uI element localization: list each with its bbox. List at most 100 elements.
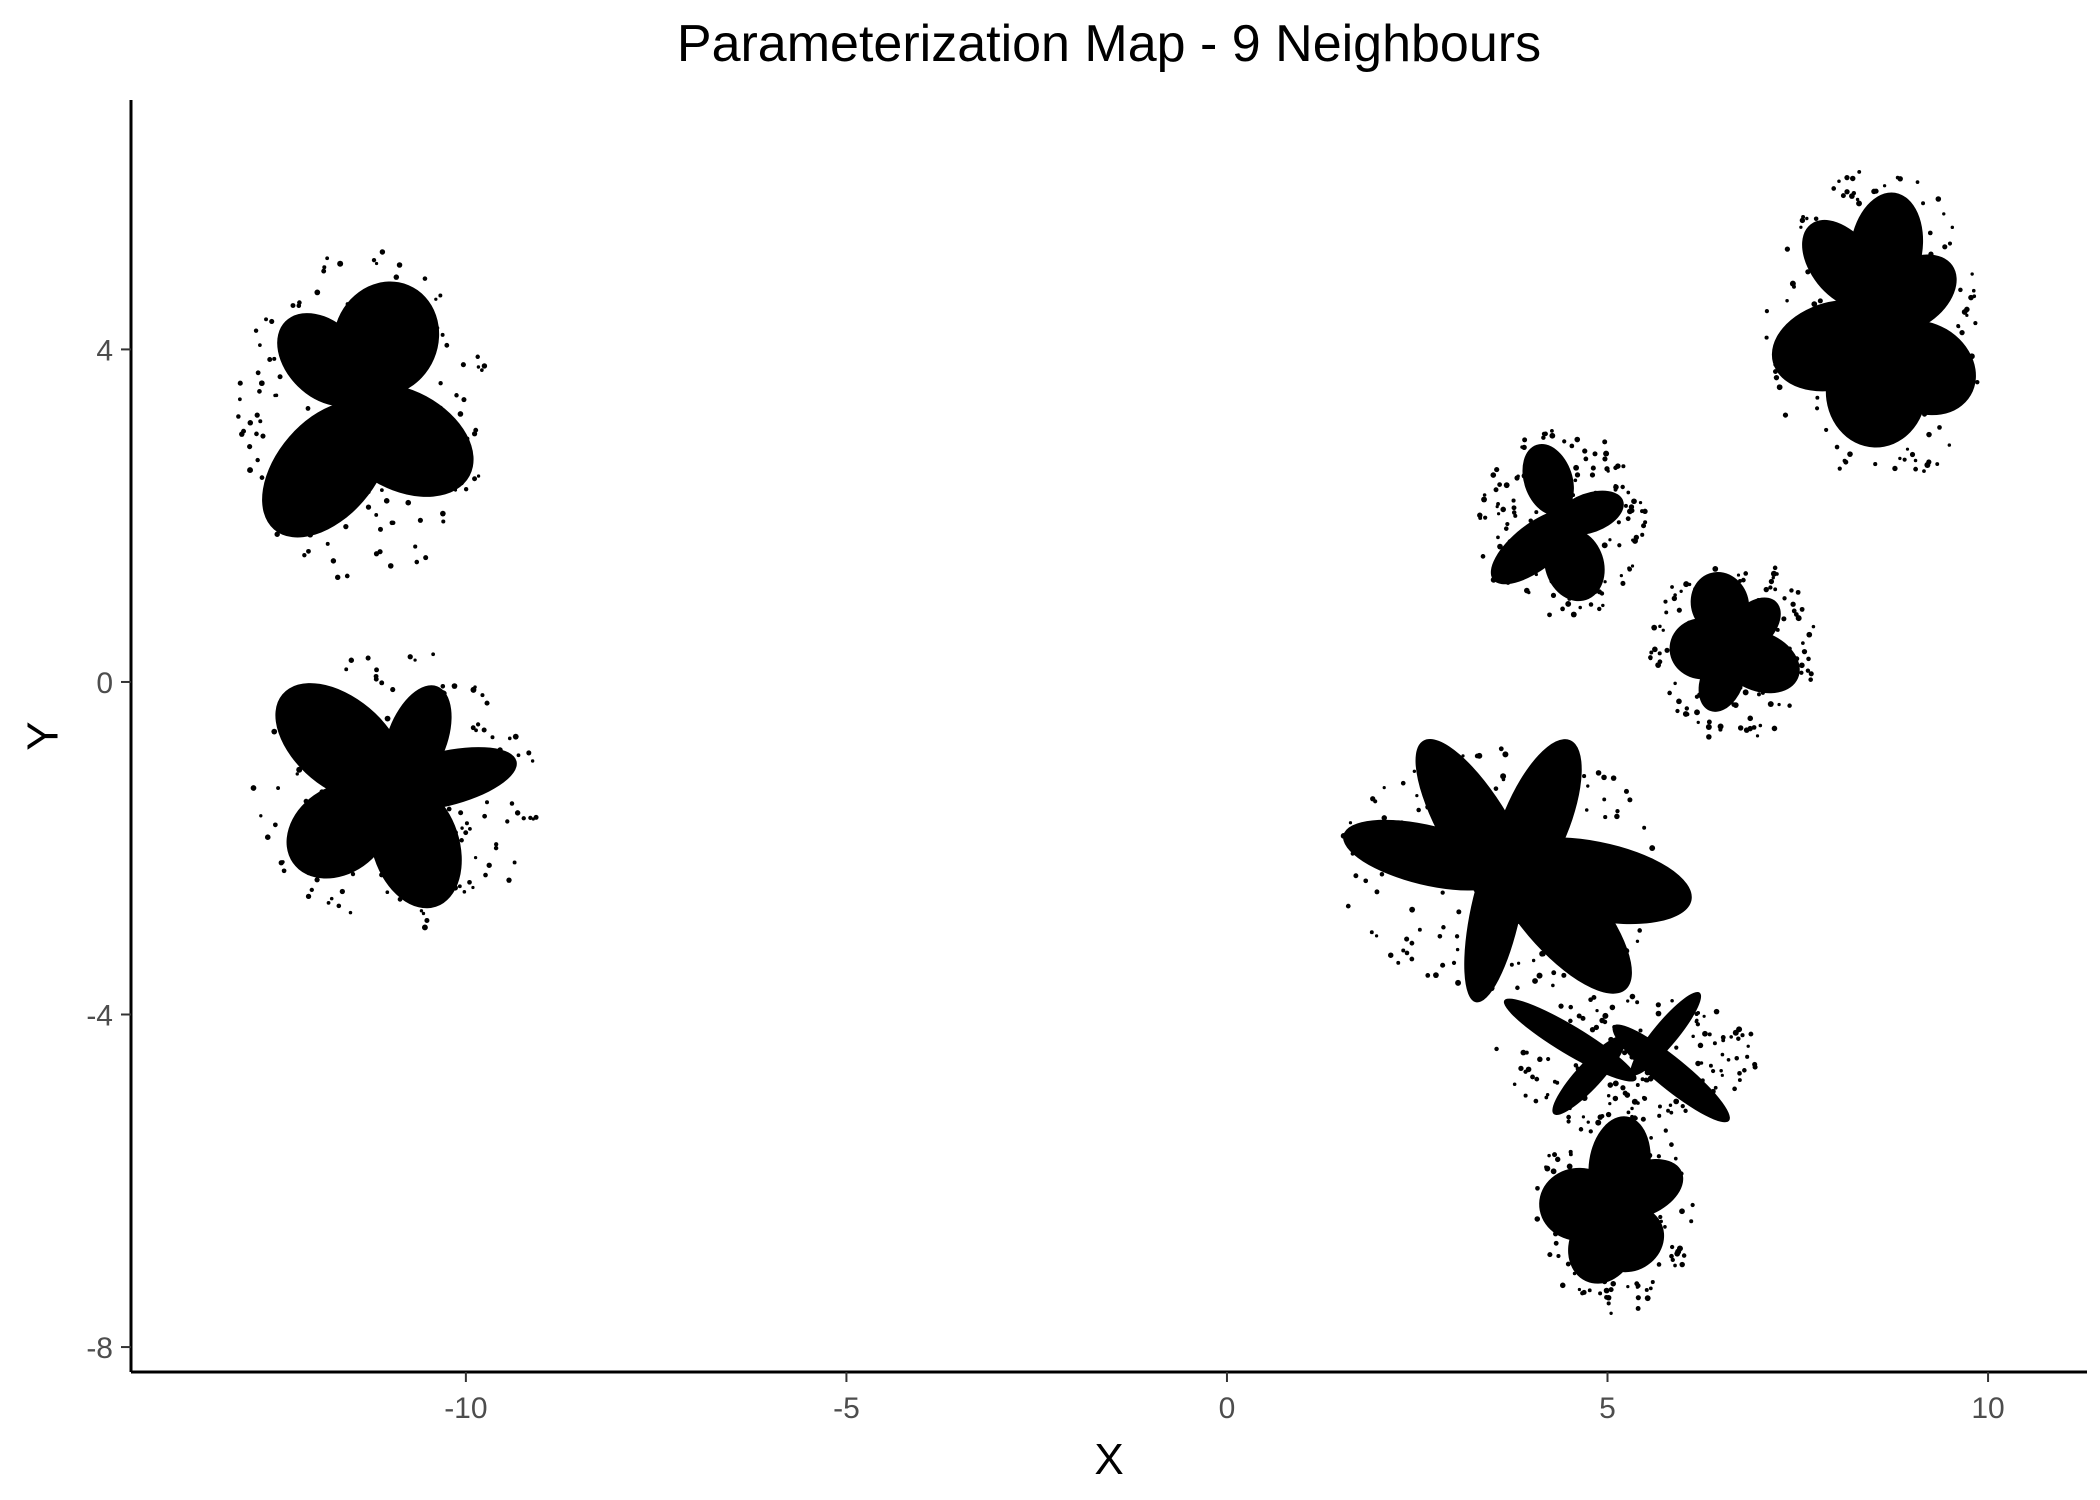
data-point xyxy=(1589,864,1595,870)
data-point xyxy=(1863,335,1868,339)
data-point xyxy=(1840,193,1846,199)
data-point xyxy=(1587,879,1593,885)
data-point xyxy=(411,752,416,757)
data-point xyxy=(1805,269,1811,275)
leaf-lobe xyxy=(1690,572,1750,637)
data-point xyxy=(1755,611,1760,616)
data-point xyxy=(481,727,487,733)
data-point xyxy=(407,797,411,802)
data-point xyxy=(1473,888,1478,892)
data-point xyxy=(1743,674,1750,681)
data-point xyxy=(1588,1129,1593,1134)
data-point xyxy=(441,519,446,524)
data-point xyxy=(1846,293,1852,299)
data-point xyxy=(1702,1014,1706,1018)
data-point xyxy=(1582,496,1587,501)
data-point xyxy=(454,393,459,398)
data-point xyxy=(350,871,356,877)
data-point xyxy=(384,715,391,722)
data-point xyxy=(1827,402,1833,408)
data-point xyxy=(1799,217,1806,224)
data-point xyxy=(1392,820,1396,824)
data-point xyxy=(1909,414,1916,420)
data-point xyxy=(1771,576,1775,580)
data-point xyxy=(309,887,314,893)
data-point xyxy=(1605,1164,1611,1170)
data-point xyxy=(1640,1154,1646,1160)
data-point xyxy=(440,332,445,337)
data-point xyxy=(1617,504,1624,510)
data-point xyxy=(1741,577,1746,583)
data-point xyxy=(340,461,345,466)
data-point xyxy=(1598,1066,1603,1071)
data-point xyxy=(1558,455,1563,460)
data-point xyxy=(1707,625,1712,630)
data-point xyxy=(1595,1119,1602,1126)
data-point xyxy=(1869,372,1876,379)
data-point xyxy=(1544,496,1548,500)
data-point xyxy=(1643,520,1648,525)
data-point xyxy=(1493,786,1499,791)
data-point xyxy=(352,805,358,811)
data-point xyxy=(1756,627,1763,634)
data-point xyxy=(355,734,362,741)
data-point xyxy=(354,789,361,796)
data-point xyxy=(371,257,377,263)
data-point xyxy=(1582,1266,1588,1272)
data-point xyxy=(480,368,484,372)
data-point xyxy=(506,877,512,883)
data-point xyxy=(464,436,470,442)
data-point xyxy=(1616,1201,1622,1207)
data-point xyxy=(253,328,259,333)
data-point xyxy=(1559,907,1565,913)
data-point xyxy=(1673,1098,1680,1105)
data-point xyxy=(314,755,319,760)
data-point xyxy=(303,798,309,804)
data-point xyxy=(296,337,303,343)
data-point xyxy=(1756,598,1761,602)
data-point xyxy=(1595,1008,1599,1013)
data-point xyxy=(1769,607,1775,613)
data-point xyxy=(381,868,386,873)
data-point xyxy=(1673,681,1677,686)
data-point xyxy=(1578,605,1582,610)
data-point xyxy=(453,830,458,835)
data-point xyxy=(1703,672,1708,676)
data-point xyxy=(347,789,351,793)
data-point xyxy=(1591,575,1597,581)
data-point xyxy=(476,474,481,478)
data-point xyxy=(398,747,403,751)
data-point xyxy=(379,249,386,255)
data-point xyxy=(512,860,517,865)
data-point xyxy=(1425,804,1431,810)
data-point xyxy=(1968,294,1974,301)
data-point xyxy=(1922,469,1926,473)
data-point xyxy=(1594,1190,1601,1197)
data-point xyxy=(435,326,440,330)
data-point xyxy=(1882,184,1887,188)
data-point xyxy=(1379,871,1385,877)
data-point xyxy=(1550,1168,1557,1175)
data-point xyxy=(528,815,533,821)
data-point xyxy=(444,342,450,348)
data-point xyxy=(1681,1253,1687,1258)
data-point xyxy=(1909,451,1916,458)
data-point xyxy=(516,753,521,758)
data-point xyxy=(1937,425,1942,430)
leaf-lobe xyxy=(1544,528,1605,602)
data-point xyxy=(306,548,311,554)
data-point xyxy=(1606,1069,1612,1075)
data-point xyxy=(1741,660,1748,667)
data-point xyxy=(1772,565,1778,571)
leaf-cluster xyxy=(236,249,488,581)
data-point xyxy=(1545,500,1551,505)
data-point xyxy=(1568,1004,1574,1010)
data-point xyxy=(394,852,399,858)
data-point xyxy=(1505,580,1511,585)
data-point xyxy=(1706,719,1712,725)
data-point xyxy=(1562,804,1569,810)
data-point xyxy=(1663,1225,1667,1229)
data-point xyxy=(1503,482,1510,489)
data-point xyxy=(1781,616,1787,622)
data-point xyxy=(1577,1256,1584,1263)
